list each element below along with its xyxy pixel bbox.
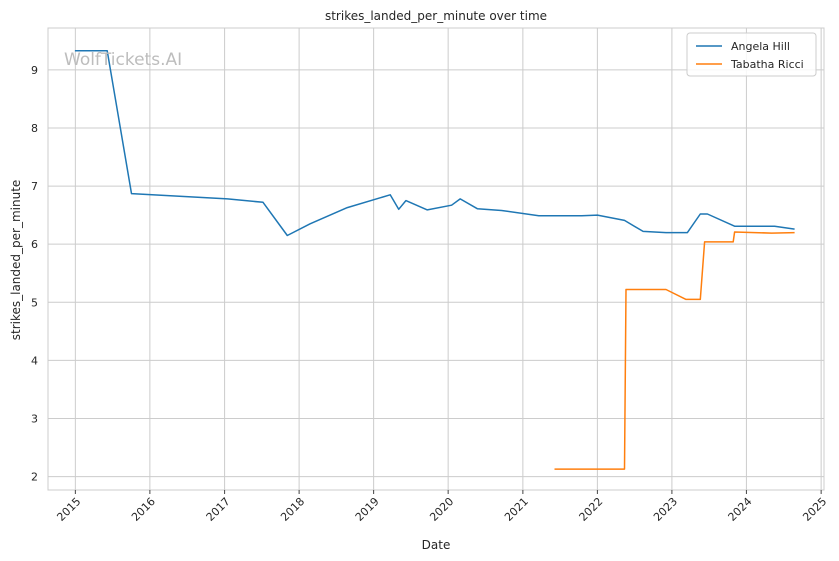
plot-frame xyxy=(47,27,825,491)
y-gridlines xyxy=(48,69,824,478)
legend-label-angela-hill: Angela Hill xyxy=(731,40,790,53)
x-gridlines xyxy=(74,28,822,490)
plot-area xyxy=(47,27,825,491)
series-line-tabatha-ricci xyxy=(554,231,795,470)
y-axis-label: strikes_landed_per_minute xyxy=(9,180,23,341)
watermark-text: WolfTickets.AI xyxy=(64,50,182,70)
series-line-angela-hill xyxy=(74,49,795,237)
y-tick-label: 4 xyxy=(31,354,38,367)
y-tick-label: 6 xyxy=(31,238,38,251)
y-tick-label: 7 xyxy=(31,180,38,193)
legend: Angela Hill Tabatha Ricci xyxy=(686,32,817,77)
x-axis-label: Date xyxy=(422,538,451,552)
y-tick-label: 3 xyxy=(31,413,38,426)
y-tick-label: 5 xyxy=(31,296,38,309)
y-tick-label: 2 xyxy=(31,471,38,484)
series-layer xyxy=(74,49,795,470)
y-tick-label: 8 xyxy=(31,122,38,135)
chart-title: strikes_landed_per_minute over time xyxy=(325,9,547,23)
legend-label-tabatha-ricci: Tabatha Ricci xyxy=(730,58,804,71)
y-axis-ticks: 2 3 4 5 6 7 8 9 xyxy=(31,64,38,484)
y-tick-label: 9 xyxy=(31,64,38,77)
legend-box xyxy=(686,32,817,77)
